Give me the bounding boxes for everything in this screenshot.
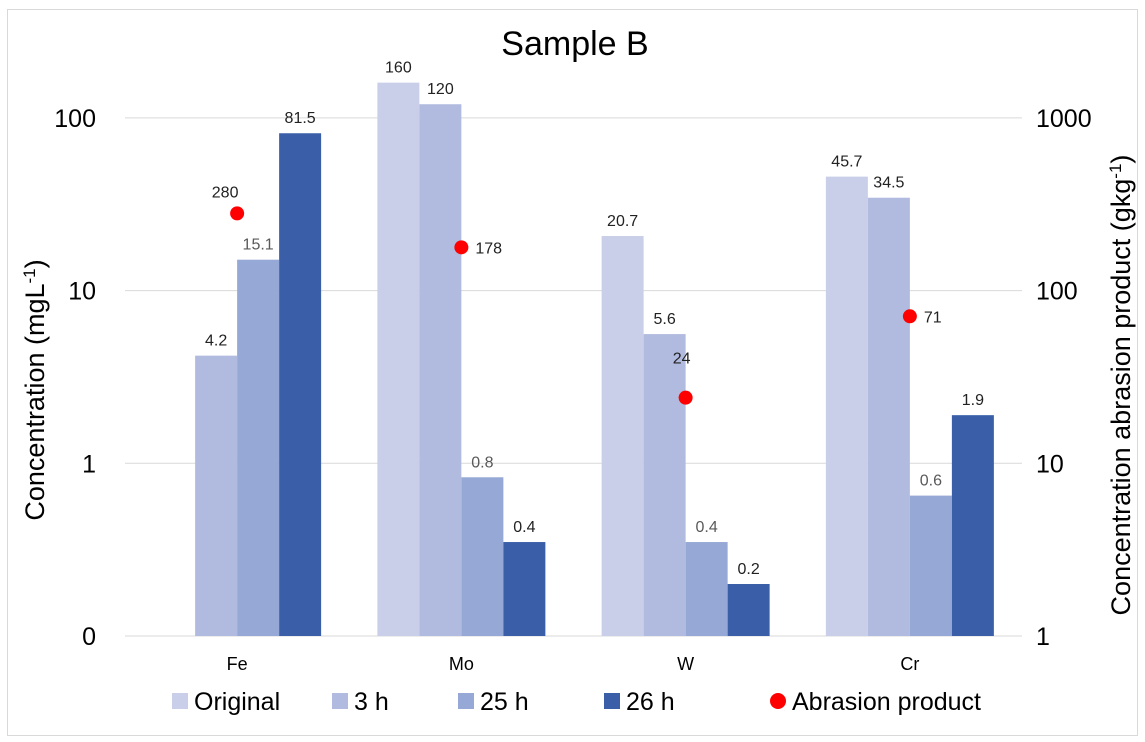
category-label: W — [677, 654, 694, 674]
category-label: Mo — [449, 654, 474, 674]
left-axis-ticks: 0 1 10 100 — [54, 105, 96, 651]
abrasion-data-label: 280 — [212, 184, 239, 201]
legend-swatch — [458, 693, 474, 709]
bar-data-label: 4.2 — [205, 333, 227, 350]
abrasion-marker — [678, 390, 693, 405]
legend-label: 26 h — [626, 688, 675, 716]
abrasion-data-label: 178 — [475, 240, 502, 257]
abrasion-data-label: 24 — [673, 351, 691, 368]
legend-swatch — [770, 693, 786, 709]
bar — [727, 584, 770, 636]
right-tick-label: 1 — [1036, 623, 1050, 651]
bars — [195, 82, 994, 637]
left-tick-label: 100 — [54, 105, 96, 133]
bar — [643, 334, 686, 636]
bar — [685, 542, 728, 636]
category-label: Cr — [900, 654, 919, 674]
left-tick-label: 10 — [68, 278, 96, 306]
bar — [195, 355, 238, 636]
bar-data-label: 0.4 — [696, 519, 718, 536]
abrasion-marker — [902, 309, 917, 324]
abrasion-marker — [454, 240, 469, 255]
bar-data-label: 0.2 — [738, 561, 760, 578]
legend-swatch — [332, 693, 348, 709]
bar-data-label: 45.7 — [831, 154, 862, 171]
bar-data-label: 160 — [385, 60, 412, 77]
bar — [377, 82, 420, 636]
bar-data-label: 0.8 — [471, 454, 493, 471]
bar-data-label: 0.4 — [513, 519, 535, 536]
legend-swatch — [604, 693, 620, 709]
legend: Original 3 h 25 h 26 h Abrasion product — [172, 688, 981, 716]
right-tick-label: 1000 — [1036, 105, 1092, 133]
data-labels: 4.2 15.1 81.5 160 120 0.8 0.4 20.7 5.6 0.4 0.2 45.7… — [205, 60, 984, 578]
bar — [825, 176, 868, 636]
legend-label: 25 h — [480, 688, 529, 716]
bar-data-label: 1.9 — [962, 392, 984, 409]
legend-label: 3 h — [354, 688, 389, 716]
category-label: Fe — [227, 654, 248, 674]
bar-data-label: 120 — [427, 81, 454, 98]
bar-data-label: 0.6 — [920, 473, 942, 490]
bar-data-label: 34.5 — [873, 175, 904, 192]
bar-data-label: 15.1 — [243, 237, 274, 254]
bar — [237, 259, 280, 636]
right-tick-label: 100 — [1036, 278, 1078, 306]
bar — [601, 236, 644, 636]
bar — [419, 104, 462, 636]
category-labels: Fe Mo W Cr — [227, 654, 920, 674]
right-axis-title: Concentration abrasion product (gkg-1) — [1106, 155, 1137, 616]
abrasion-data-label: 71 — [924, 309, 942, 326]
bar-data-label: 5.6 — [654, 311, 676, 328]
right-tick-label: 10 — [1036, 450, 1064, 478]
bar — [503, 542, 546, 636]
bar — [867, 197, 910, 637]
bar-data-label: 81.5 — [285, 110, 316, 127]
chart-frame — [7, 9, 1138, 736]
legend-label: Abrasion product — [792, 688, 981, 716]
left-tick-label: 1 — [82, 450, 96, 478]
bar — [279, 133, 322, 636]
bar-data-label: 20.7 — [607, 213, 638, 230]
abrasion-marker — [230, 206, 245, 221]
left-axis-title: Concentration (mgL-1) — [20, 259, 51, 520]
legend-label: Original — [194, 688, 280, 716]
bar — [461, 477, 504, 636]
right-axis-ticks: 1 10 100 1000 — [1036, 105, 1092, 651]
bar — [909, 495, 952, 636]
abrasion-markers: 280 178 24 71 — [212, 184, 942, 405]
left-tick-label: 0 — [82, 623, 96, 651]
legend-swatch — [172, 693, 188, 709]
bar — [951, 415, 994, 636]
chart-title: Sample B — [501, 25, 648, 63]
